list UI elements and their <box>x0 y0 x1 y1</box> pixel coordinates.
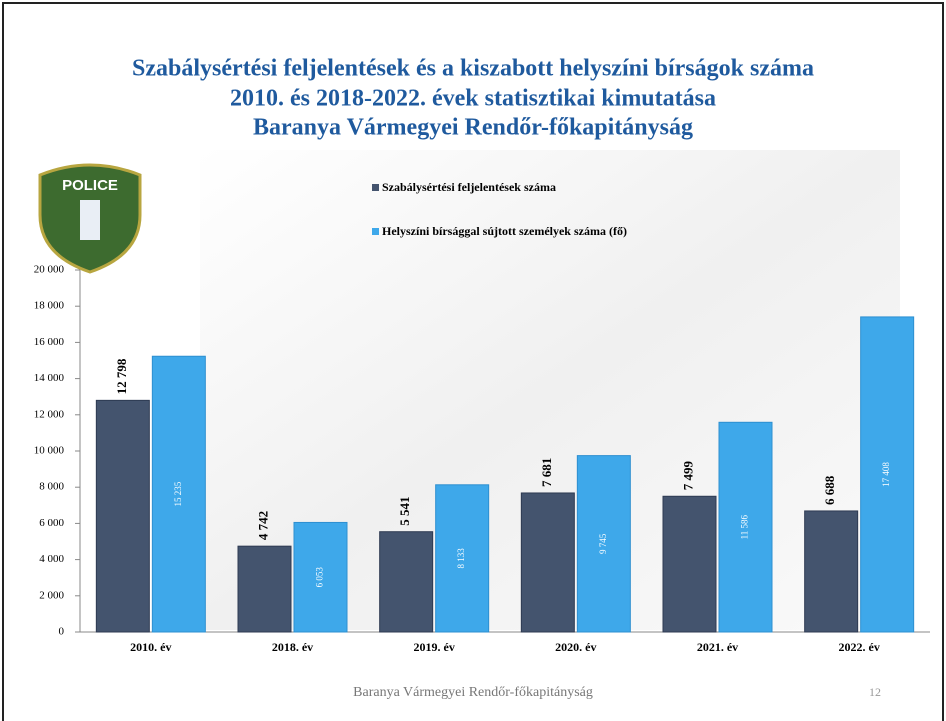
x-tick-label: 2018. év <box>272 640 313 654</box>
bar <box>521 493 574 632</box>
x-tick-label: 2019. év <box>414 640 455 654</box>
bar <box>663 496 716 632</box>
bar <box>380 532 433 632</box>
value-label: 6 688 <box>822 475 837 505</box>
bar <box>96 400 149 632</box>
logo-text: POLICE <box>62 177 118 194</box>
value-label: 9 745 <box>598 533 608 554</box>
x-tick-label: 2021. év <box>697 640 738 654</box>
y-tick-label: 12 000 <box>34 408 65 420</box>
tower <box>80 200 100 240</box>
legend-label: Szabálysértési feljelentések száma <box>382 180 556 194</box>
x-tick-label: 2010. év <box>130 640 171 654</box>
value-label: 7 681 <box>539 458 554 487</box>
x-tick-label: 2022. év <box>839 640 880 654</box>
bar <box>805 511 858 632</box>
page-number: 12 <box>869 685 881 699</box>
title-line: 2010. és 2018-2022. évek statisztikai ki… <box>230 86 716 112</box>
value-label: 17 408 <box>881 462 891 487</box>
y-tick-label: 6 000 <box>39 517 64 529</box>
y-tick-label: 2 000 <box>39 589 64 601</box>
y-tick-label: 0 <box>59 626 65 638</box>
slide: Szabálysértési feljelentések és a kiszab… <box>0 0 946 721</box>
value-label: 5 541 <box>397 496 412 525</box>
value-label: 8 133 <box>456 548 466 569</box>
legend-label: Helyszíni bírsággal sújtott személyek sz… <box>382 224 627 238</box>
y-tick-label: 18 000 <box>34 300 65 312</box>
y-tick-label: 10 000 <box>34 445 65 457</box>
x-tick-label: 2020. év <box>555 640 596 654</box>
value-label: 6 053 <box>315 567 325 588</box>
legend-swatch <box>372 184 379 191</box>
y-tick-label: 8 000 <box>39 481 64 493</box>
title-line: Baranya Vármegyei Rendőr-főkapitányság <box>253 115 693 141</box>
y-tick-label: 14 000 <box>34 372 65 384</box>
value-label: 11 586 <box>740 514 750 539</box>
value-label: 4 742 <box>255 511 270 540</box>
title-line: Szabálysértési feljelentések és a kiszab… <box>132 56 814 82</box>
value-label: 15 235 <box>173 481 183 506</box>
value-label: 12 798 <box>114 358 129 394</box>
y-tick-label: 4 000 <box>39 553 64 565</box>
footer: Baranya Vármegyei Rendőr-főkapitányság <box>353 685 593 700</box>
bar <box>238 546 291 632</box>
y-tick-label: 20 000 <box>34 264 65 276</box>
legend-swatch <box>372 228 379 235</box>
value-label: 7 499 <box>680 461 695 491</box>
y-tick-label: 16 000 <box>34 336 65 348</box>
